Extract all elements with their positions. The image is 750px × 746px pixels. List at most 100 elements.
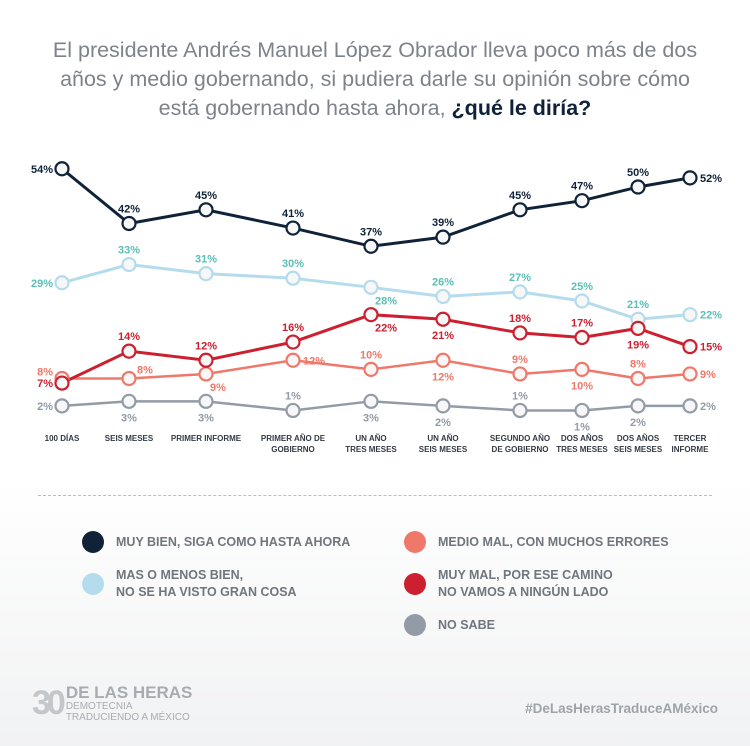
data-point xyxy=(121,343,137,359)
data-point xyxy=(435,288,451,305)
x-tick-label: 100 DÍAS xyxy=(45,434,80,443)
legend-label: MUY MAL, POR ESE CAMINO NO VAMOS A NINGÚN… xyxy=(438,568,613,599)
data-point xyxy=(574,193,590,209)
data-label: 30% xyxy=(282,258,304,270)
data-point xyxy=(682,170,698,186)
data-point xyxy=(363,361,379,377)
data-label: 14% xyxy=(118,331,140,343)
legend-item: MUY BIEN, SIGA COMO HASTA AHORA xyxy=(82,531,350,553)
data-label: 21% xyxy=(627,299,649,311)
data-point xyxy=(682,307,698,323)
data-label: 1% xyxy=(512,390,528,402)
data-label: 9% xyxy=(210,382,226,394)
data-point xyxy=(512,402,528,419)
legend-item: MAS O MENOS BIEN, NO SE HA VISTO GRAN COS… xyxy=(82,567,297,601)
data-point xyxy=(682,398,698,414)
legend-swatch xyxy=(404,573,426,595)
data-label: 2% xyxy=(630,417,646,429)
data-label: 26% xyxy=(432,276,454,288)
data-point xyxy=(682,339,698,355)
data-point xyxy=(285,402,301,419)
legend-swatch xyxy=(404,531,426,553)
x-tick-label: PRIMER AÑO DE xyxy=(261,434,326,443)
data-point xyxy=(512,325,528,341)
data-label: 54% xyxy=(31,164,53,176)
data-point xyxy=(54,275,70,291)
x-tick-label: UN AÑO xyxy=(427,434,458,443)
x-tick-label: SEGUNDO AÑO xyxy=(490,434,550,443)
data-label: 42% xyxy=(118,203,140,215)
data-label: 2% xyxy=(435,417,451,429)
logo-line1: DEMOTECNIA xyxy=(65,701,133,712)
data-label: 9% xyxy=(700,369,716,381)
x-tick-label: DE GOBIERNO xyxy=(492,445,549,454)
data-label: 1% xyxy=(574,421,590,433)
x-tick-label: DOS AÑOS xyxy=(617,434,660,443)
data-point xyxy=(630,320,646,336)
data-label: 16% xyxy=(282,322,304,334)
legend-item: MEDIO MAL, CON MUCHOS ERRORES xyxy=(404,531,669,553)
data-point xyxy=(435,311,451,327)
legend-swatch xyxy=(404,614,426,636)
data-label: 3% xyxy=(363,412,379,424)
data-label: 25% xyxy=(571,281,593,293)
data-label: 17% xyxy=(571,317,593,329)
data-point xyxy=(512,202,528,218)
data-label: 3% xyxy=(198,412,214,424)
data-label: 28% xyxy=(375,295,397,307)
data-point xyxy=(198,202,214,218)
x-tick-label: TRES MESES xyxy=(345,445,397,454)
data-label: 9% xyxy=(512,354,528,366)
data-point xyxy=(682,366,698,382)
data-label: 21% xyxy=(432,330,454,342)
data-point xyxy=(363,393,379,409)
data-point xyxy=(285,270,301,286)
data-point xyxy=(121,215,137,232)
data-point xyxy=(285,352,301,368)
data-point xyxy=(574,361,590,377)
data-label: 7% xyxy=(37,378,53,390)
data-label: 37% xyxy=(360,226,382,238)
series-line xyxy=(61,262,691,321)
data-point xyxy=(574,329,590,346)
data-point xyxy=(435,398,451,414)
logo: 30 DE LAS HERAS DEMOTECNIA TRADUCIENDO A… xyxy=(32,684,192,723)
data-label: 12% xyxy=(195,340,217,352)
x-tick-label: SEIS MESES xyxy=(419,445,468,454)
data-label: 47% xyxy=(571,181,593,193)
data-point xyxy=(198,393,214,409)
chart-title: El presidente Andrés Manuel López Obrado… xyxy=(52,38,698,120)
data-point xyxy=(435,352,451,368)
data-label: 2% xyxy=(37,401,53,413)
data-label: 12% xyxy=(432,371,454,383)
data-point xyxy=(198,366,214,382)
data-point xyxy=(512,284,528,300)
data-point xyxy=(630,179,646,195)
line-chart: 29% 33% 31% 30% 28% 26% 27% 25% 21% 22% 2% 3% 3% 1% 3%… xyxy=(31,161,722,454)
legend-label: MEDIO MAL, CON MUCHOS ERRORES xyxy=(438,534,669,549)
legend-label: MAS O MENOS BIEN, NO SE HA VISTO GRAN COS… xyxy=(116,568,297,599)
data-point xyxy=(285,334,301,350)
data-point xyxy=(285,220,301,236)
data-point xyxy=(630,398,646,414)
series-line xyxy=(61,313,691,385)
hashtag: #DeLasHerasTraduceAMéxico xyxy=(525,701,718,716)
legend-label: NO SABE xyxy=(438,617,495,632)
data-label: 33% xyxy=(118,245,140,257)
divider xyxy=(38,495,712,496)
logo-number: 30 xyxy=(32,684,66,722)
data-label: 50% xyxy=(627,167,649,179)
data-label: 19% xyxy=(627,339,649,351)
x-tick-label: TRES MESES xyxy=(556,445,608,454)
x-tick-label: GOBIERNO xyxy=(271,445,315,454)
x-tick-label: SEIS MESES xyxy=(105,434,154,443)
data-point xyxy=(54,398,70,414)
data-point xyxy=(363,238,379,254)
x-tick-label: SEIS MESES xyxy=(614,445,663,454)
data-label: 39% xyxy=(432,217,454,229)
data-point xyxy=(512,366,528,382)
data-point xyxy=(121,393,137,409)
x-tick-label: UN AÑO xyxy=(355,434,386,443)
legend-swatch xyxy=(82,531,104,553)
